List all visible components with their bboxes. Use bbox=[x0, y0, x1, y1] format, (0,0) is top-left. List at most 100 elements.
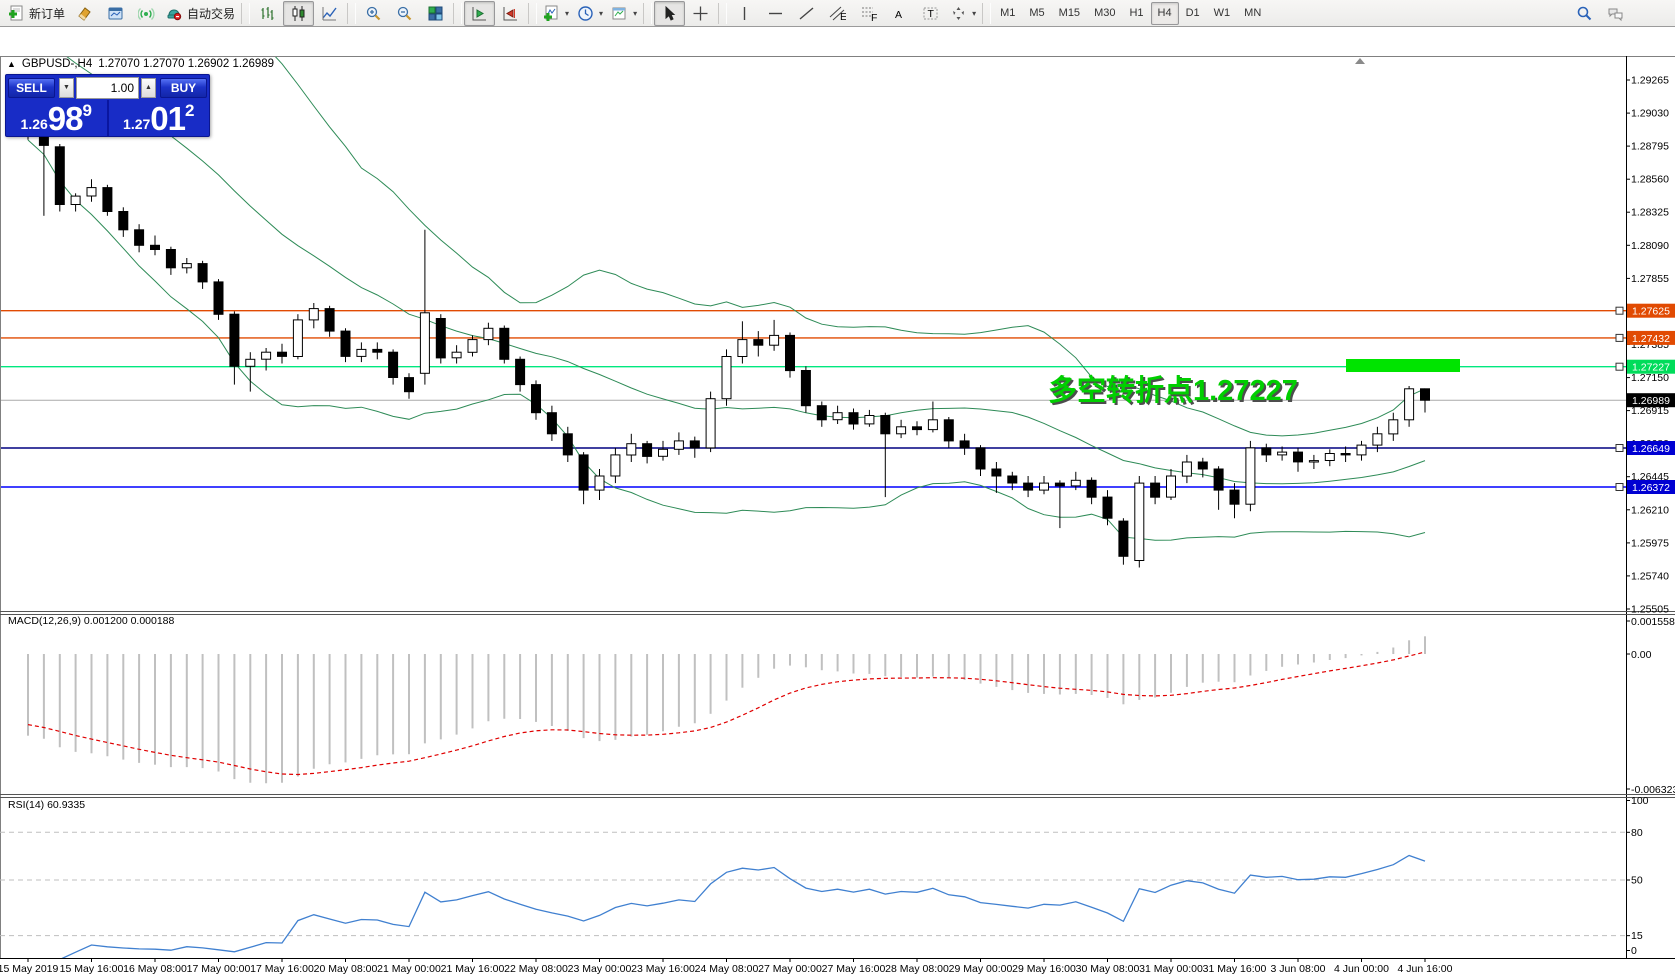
text-button[interactable]: A bbox=[884, 1, 915, 26]
collapse-panel-arrow[interactable]: ▲ bbox=[7, 59, 16, 69]
volume-input[interactable] bbox=[76, 76, 139, 99]
price-axis-tick: 1.25505 bbox=[1631, 604, 1669, 616]
highlight-rectangle[interactable] bbox=[1346, 359, 1460, 372]
rsi-axis-tick: 50 bbox=[1631, 875, 1643, 887]
candle-body bbox=[927, 419, 938, 431]
candle-body bbox=[610, 454, 621, 477]
candle-body bbox=[467, 339, 478, 353]
line-handle[interactable] bbox=[1615, 483, 1624, 491]
candle-body bbox=[118, 211, 129, 231]
candle-body bbox=[404, 377, 414, 393]
comments-button[interactable] bbox=[1600, 1, 1631, 26]
candle-body bbox=[1166, 475, 1176, 498]
rsi-line bbox=[61, 854, 1426, 958]
chart-shift-button[interactable] bbox=[495, 1, 526, 26]
timeframe-button-H1[interactable]: H1 bbox=[1129, 7, 1144, 19]
sell-price-display[interactable]: 1.26 98 9 bbox=[6, 100, 109, 136]
horizontal-line-button[interactable] bbox=[760, 1, 791, 26]
price-badge-label: 1.27227 bbox=[1632, 362, 1670, 374]
auto-scroll-button[interactable] bbox=[464, 0, 496, 26]
profiles-button[interactable] bbox=[100, 1, 131, 26]
chart-window: 1.29265 1.29030 1.28795 1.28560 1.28325 … bbox=[0, 28, 1675, 977]
buy-price-display[interactable]: 1.27 01 2 bbox=[109, 100, 210, 136]
symbol-header: ▲ GBPUSD-,H4 1.27070 1.27070 1.26902 1.2… bbox=[7, 58, 274, 70]
eraser-icon bbox=[76, 5, 93, 22]
candle-body bbox=[213, 281, 224, 315]
timeframe-button-W1[interactable]: W1 bbox=[1213, 7, 1231, 19]
timeframe-button-MN[interactable]: MN bbox=[1244, 7, 1262, 19]
candle-body bbox=[181, 263, 192, 269]
buy-button[interactable]: BUY bbox=[160, 77, 207, 98]
timeframe-button-M1[interactable]: M1 bbox=[1000, 7, 1016, 19]
time-axis-label: 23 May 16:00 bbox=[631, 963, 695, 975]
candle-body bbox=[1039, 482, 1049, 491]
time-axis-label: 27 May 16:00 bbox=[822, 963, 886, 975]
time-axis-label: 22 May 08:00 bbox=[504, 963, 568, 975]
candle-body bbox=[546, 412, 557, 435]
vertical-line-button[interactable] bbox=[729, 1, 760, 26]
signals-button[interactable] bbox=[131, 1, 162, 26]
price-axis-tick: 1.29030 bbox=[1631, 108, 1669, 120]
crosshair-button[interactable] bbox=[685, 1, 716, 26]
rsi-axis-tick: 80 bbox=[1631, 827, 1643, 839]
text-label-icon: T bbox=[922, 5, 939, 22]
zoom-in-button[interactable] bbox=[358, 1, 389, 26]
new-order-label: 新订单 bbox=[29, 6, 66, 21]
timeframe-button-D1[interactable]: D1 bbox=[1185, 7, 1200, 19]
candlestick-button[interactable] bbox=[283, 0, 315, 26]
sell-price-big: 98 bbox=[47, 100, 84, 137]
timeframe-button-M5[interactable]: M5 bbox=[1029, 7, 1045, 19]
toolbar-separator bbox=[643, 2, 653, 24]
volume-decrease-button[interactable]: ▼ bbox=[59, 77, 74, 98]
line-handle[interactable] bbox=[1615, 362, 1624, 371]
candle-body bbox=[912, 426, 922, 431]
zoom-in-icon bbox=[365, 5, 382, 22]
search-button[interactable] bbox=[1569, 1, 1600, 26]
chart-shift-icon bbox=[502, 5, 519, 22]
arrows-button[interactable]: ▾ bbox=[946, 1, 980, 26]
eraser-button[interactable] bbox=[69, 1, 100, 26]
fibonacci-button[interactable]: F bbox=[853, 1, 884, 26]
chart-canvas[interactable]: 1.29265 1.29030 1.28795 1.28560 1.28325 … bbox=[0, 56, 1675, 977]
line-chart-button[interactable] bbox=[314, 1, 345, 26]
indicators-button[interactable]: ▾ bbox=[539, 1, 573, 26]
candle-body bbox=[1007, 475, 1018, 484]
time-axis-label: 21 May 00:00 bbox=[377, 963, 441, 975]
toolbar-separator bbox=[453, 2, 463, 24]
annotation-text[interactable]: 多空转折点1.27227 bbox=[1048, 375, 1298, 407]
one-click-trade-panel: SELL ▼ ▲ BUY 1.26 98 9 1.27 01 2 bbox=[5, 74, 210, 137]
cursor-icon bbox=[661, 5, 678, 22]
timeframe-button-H4[interactable]: H4 bbox=[1150, 1, 1179, 25]
sell-button[interactable]: SELL bbox=[8, 77, 55, 98]
candle-body bbox=[769, 334, 780, 346]
trendline-button[interactable] bbox=[791, 1, 822, 26]
timeframe-button-M15[interactable]: M15 bbox=[1058, 7, 1081, 19]
volume-increase-button[interactable]: ▲ bbox=[141, 77, 156, 98]
line-handle[interactable] bbox=[1615, 444, 1624, 452]
candle-body bbox=[102, 187, 113, 213]
line-handle[interactable] bbox=[1615, 333, 1624, 342]
candle-body bbox=[1293, 451, 1303, 463]
periods-button[interactable]: ▾ bbox=[573, 1, 607, 26]
candle-body bbox=[864, 415, 875, 425]
trendline-icon bbox=[798, 5, 815, 22]
new-order-button[interactable]: 新订单 bbox=[4, 1, 69, 26]
templates-button[interactable]: ▾ bbox=[607, 1, 641, 26]
candle-body bbox=[1308, 460, 1319, 463]
zoom-out-button[interactable] bbox=[389, 1, 420, 26]
channel-button[interactable]: E bbox=[822, 1, 853, 26]
candle-body bbox=[1245, 447, 1256, 505]
time-axis-label: 16 May 08:00 bbox=[123, 963, 187, 975]
svg-text:T: T bbox=[928, 8, 935, 20]
text-label-button[interactable]: T bbox=[915, 1, 946, 26]
scroll-position-marker[interactable] bbox=[1355, 58, 1365, 64]
line-handle[interactable] bbox=[1615, 306, 1624, 315]
auto-scroll-icon bbox=[471, 5, 488, 22]
cursor-button[interactable] bbox=[654, 0, 686, 26]
tile-windows-button[interactable] bbox=[420, 1, 451, 26]
price-axis-tick: 1.28325 bbox=[1631, 207, 1669, 219]
bar-chart-button[interactable] bbox=[252, 1, 283, 26]
timeframe-button-M30[interactable]: M30 bbox=[1094, 7, 1116, 19]
autotrading-button[interactable]: 自动交易 bbox=[162, 1, 239, 26]
candle-body bbox=[1356, 444, 1367, 456]
